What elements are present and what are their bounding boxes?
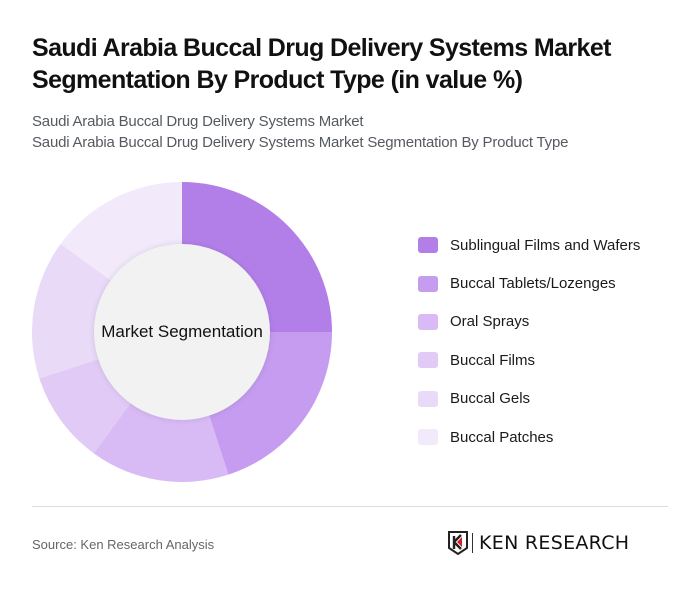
legend-item-buccal-patches[interactable]: Buccal Patches [418,418,640,456]
chart-subtitle-market: Saudi Arabia Buccal Drug Delivery System… [32,113,364,130]
legend-label: Oral Sprays [450,313,530,331]
legend-swatch [418,352,438,369]
legend-item-sublingual-films[interactable]: Sublingual Films and Wafers [418,226,640,264]
logo-separator [472,533,473,553]
legend-item-buccal-tablets[interactable]: Buccal Tablets/Lozenges [418,264,640,302]
chart-legend: Sublingual Films and Wafers Buccal Table… [418,226,640,456]
legend-swatch [418,275,438,292]
legend-label: Sublingual Films and Wafers [450,236,641,254]
logo-text: KEN RESEARCH [479,532,630,554]
legend-label: Buccal Films [450,351,536,369]
donut-hole [94,244,270,420]
source-note: Source: Ken Research Analysis [32,537,215,552]
legend-swatch [418,429,438,446]
legend-item-buccal-gels[interactable]: Buccal Gels [418,380,640,418]
ken-research-logo: KEN RESEARCH [448,531,629,555]
donut-chart [32,182,332,482]
chart-subtitle-segmentation: Saudi Arabia Buccal Drug Delivery System… [32,134,569,151]
legend-label: Buccal Patches [450,428,554,446]
legend-item-buccal-films[interactable]: Buccal Films [418,341,640,379]
legend-label: Buccal Gels [450,390,531,408]
legend-item-oral-sprays[interactable]: Oral Sprays [418,303,640,341]
legend-swatch [418,390,438,407]
legend-swatch [418,237,438,254]
ken-shield-icon [448,531,468,555]
legend-label: Buccal Tablets/Lozenges [450,275,616,293]
chart-title: Saudi Arabia Buccal Drug Delivery System… [32,34,611,94]
footer-divider [32,506,668,507]
legend-swatch [418,313,438,330]
